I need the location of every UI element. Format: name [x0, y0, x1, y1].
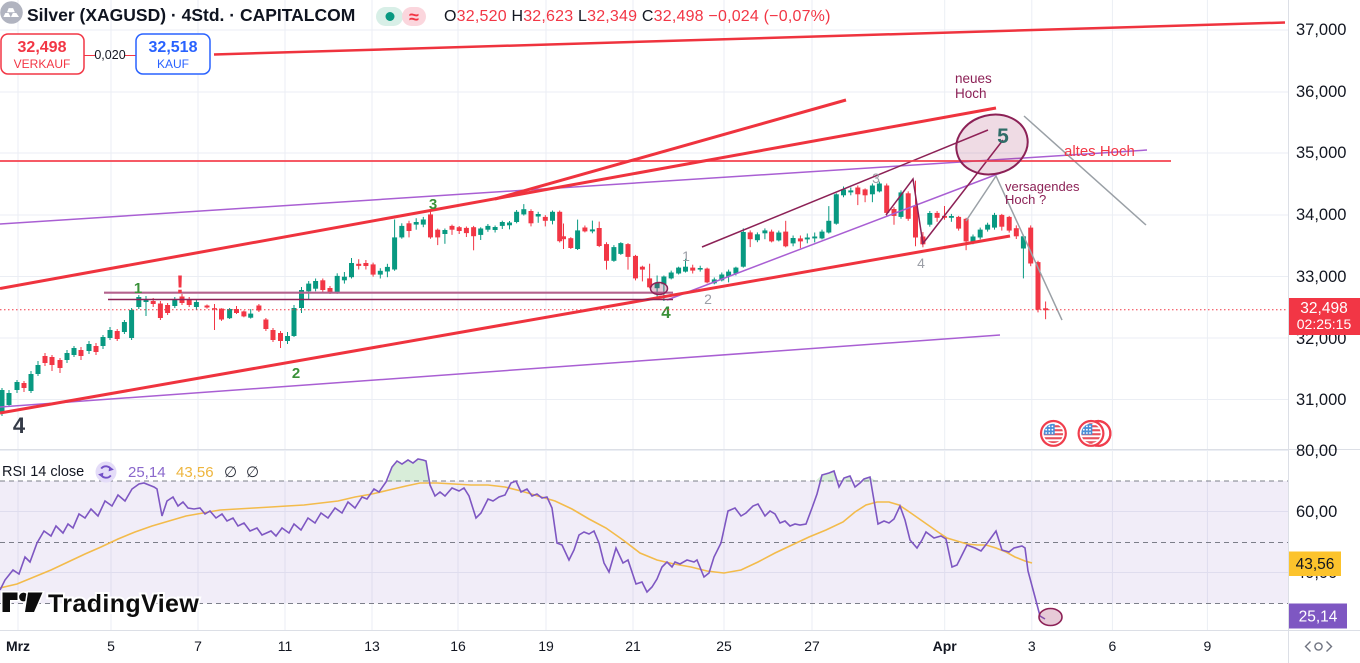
svg-text:3: 3: [429, 196, 437, 213]
svg-text:Hoch ?: Hoch ?: [1005, 192, 1046, 207]
svg-text:∅: ∅: [246, 464, 259, 481]
svg-text:6: 6: [1109, 638, 1117, 654]
svg-text:35,000: 35,000: [1296, 144, 1346, 162]
svg-text:37,000: 37,000: [1296, 21, 1346, 39]
svg-text:11: 11: [278, 638, 293, 654]
svg-text:2: 2: [292, 365, 300, 382]
svg-text:25,14: 25,14: [128, 464, 166, 481]
svg-text:36,000: 36,000: [1296, 83, 1346, 101]
svg-text:altes Hoch: altes Hoch: [1064, 143, 1135, 160]
svg-text:5: 5: [997, 125, 1009, 148]
svg-text:∅: ∅: [224, 464, 237, 481]
svg-text:≈: ≈: [409, 7, 419, 27]
svg-text:Silver (XAGUSD) · 4Std. · CAPI: Silver (XAGUSD) · 4Std. · CAPITALCOM: [27, 5, 355, 25]
svg-text:32,518: 32,518: [149, 39, 198, 56]
svg-text:80,00: 80,00: [1296, 442, 1337, 460]
svg-text:!: !: [176, 271, 184, 299]
svg-text:27: 27: [804, 638, 820, 654]
svg-text:25: 25: [716, 638, 732, 654]
svg-text:Mrz: Mrz: [6, 638, 30, 654]
svg-text:43,56: 43,56: [176, 464, 214, 481]
svg-text:1: 1: [682, 248, 690, 264]
svg-text:4: 4: [661, 303, 671, 322]
svg-text:25,14: 25,14: [1299, 609, 1338, 626]
svg-text:2: 2: [704, 291, 712, 307]
svg-text:4: 4: [13, 413, 26, 438]
svg-text:RSI 14 close: RSI 14 close: [2, 464, 84, 480]
svg-text:O32,520 H32,623 L32,349 C32,49: O32,520 H32,623 L32,349 C32,498 −0,024 (…: [444, 8, 831, 25]
svg-text:Apr: Apr: [933, 638, 958, 654]
svg-text:43,56: 43,56: [1296, 556, 1335, 573]
svg-text:32,498: 32,498: [1300, 300, 1347, 317]
svg-text:4: 4: [917, 255, 925, 271]
svg-text:60,00: 60,00: [1296, 503, 1337, 521]
svg-text:19: 19: [538, 638, 554, 654]
svg-text:33,000: 33,000: [1296, 268, 1346, 286]
svg-text:VERKAUF: VERKAUF: [14, 57, 71, 71]
svg-text:34,000: 34,000: [1296, 206, 1346, 224]
svg-text:3: 3: [872, 170, 880, 186]
svg-text:TradingView: TradingView: [48, 590, 199, 618]
svg-text:21: 21: [625, 638, 641, 654]
svg-text:Hoch: Hoch: [955, 86, 987, 101]
svg-text:KAUF: KAUF: [157, 57, 189, 71]
svg-text:7: 7: [194, 638, 202, 654]
svg-text:3: 3: [1028, 638, 1036, 654]
svg-text:13: 13: [364, 638, 380, 654]
svg-text:neues: neues: [955, 71, 992, 86]
svg-text:5: 5: [107, 638, 115, 654]
svg-text:32,498: 32,498: [18, 39, 67, 56]
svg-text:16: 16: [450, 638, 466, 654]
svg-text:1: 1: [134, 280, 142, 297]
svg-text:0,020: 0,020: [94, 48, 125, 62]
svg-text:9: 9: [1204, 638, 1212, 654]
svg-text:02:25:15: 02:25:15: [1297, 316, 1352, 332]
svg-text:versagendes: versagendes: [1005, 179, 1080, 194]
svg-text:31,000: 31,000: [1296, 391, 1346, 409]
